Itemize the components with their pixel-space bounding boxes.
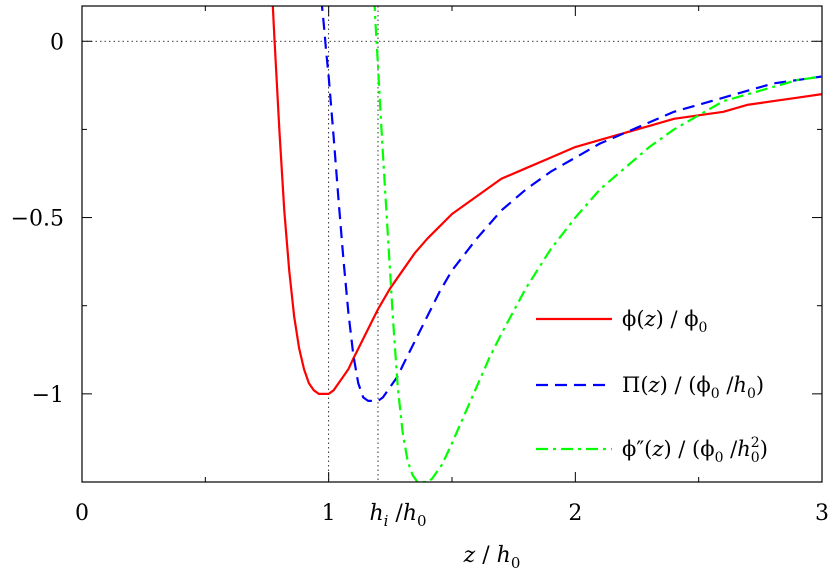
- legend-var: z: [648, 373, 661, 397]
- legend-label-3: ϕ″(z) / (ϕ0 /h02): [622, 435, 768, 466]
- legend-var: z: [644, 307, 657, 331]
- legend-var: z: [651, 437, 664, 461]
- x-tick-label-special: hi /h0: [369, 501, 426, 530]
- legend-sub: 0: [715, 450, 724, 466]
- legend-text: /: [724, 437, 739, 461]
- x-tick-label: 1: [322, 501, 336, 526]
- legend-text: ϕ(: [622, 307, 645, 331]
- legend-den: h: [737, 437, 751, 461]
- x-axis-label: z / h0: [463, 543, 521, 572]
- legend-text: ) / ϕ: [656, 307, 699, 331]
- legend-den: h: [733, 373, 747, 397]
- legend-sub: 0: [699, 320, 708, 336]
- axis-ticks: 0 1 2 30−0.5−1hi /h0: [11, 6, 829, 530]
- plot-frame: [81, 5, 823, 483]
- x-tick-label: 2: [568, 501, 582, 526]
- legend-sub: 0: [711, 386, 720, 402]
- reference-lines: [82, 6, 822, 482]
- legend-text: /: [720, 373, 735, 397]
- legend: ϕ(z) / ϕ0Π(z) / (ϕ0 /h0)ϕ″(z) / (ϕ0 /h02…: [536, 307, 768, 466]
- special-tick-num-sub: i: [384, 512, 389, 530]
- legend-text: ) / (ϕ: [663, 437, 714, 461]
- x-axis-label-sub: 0: [511, 554, 521, 572]
- special-tick-num: h: [369, 501, 383, 526]
- series-line-1: [271, 6, 822, 395]
- legend-den-sub: 0: [747, 386, 756, 402]
- legend-text: ) / (ϕ: [660, 373, 711, 397]
- series-lines: [271, 6, 822, 482]
- special-tick-sep: /: [388, 501, 403, 526]
- x-axis-label-base: h: [497, 543, 511, 568]
- legend-den-sub: 0: [751, 450, 760, 466]
- x-axis-label-var: z: [463, 543, 476, 568]
- legend-end: ): [756, 373, 764, 397]
- y-tick-label: −0.5: [11, 207, 64, 232]
- special-tick-den: h: [403, 501, 417, 526]
- legend-text: Π(: [622, 373, 649, 397]
- legend-label-2: Π(z) / (ϕ0 /h0): [622, 373, 764, 402]
- y-tick-label: 0: [50, 30, 64, 55]
- legend-den-sup: 2: [751, 435, 760, 451]
- series-line-3: [373, 6, 822, 482]
- special-tick-den-sub: 0: [417, 512, 427, 530]
- y-tick-label: −1: [32, 383, 64, 408]
- x-tick-label: 3: [815, 501, 829, 526]
- legend-end: ): [760, 437, 768, 461]
- x-axis-label-sep: /: [475, 543, 496, 568]
- series-line-2: [320, 6, 822, 402]
- legend-text: ϕ″(: [622, 437, 652, 461]
- legend-label-1: ϕ(z) / ϕ0: [622, 307, 707, 336]
- x-tick-label: 0: [75, 501, 89, 526]
